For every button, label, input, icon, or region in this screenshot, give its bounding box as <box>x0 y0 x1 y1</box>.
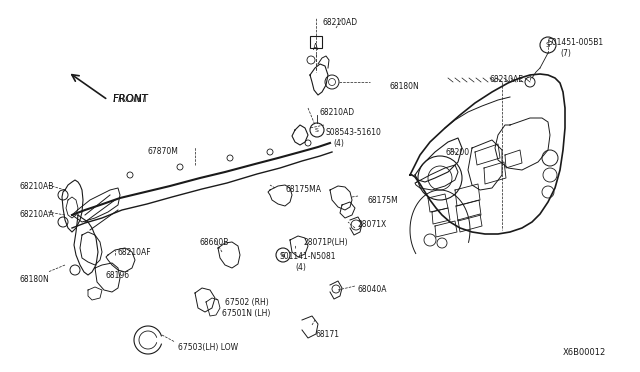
Text: 68180N: 68180N <box>390 82 420 91</box>
Text: 68180N: 68180N <box>20 275 50 284</box>
Text: A: A <box>314 44 319 52</box>
Text: 67870M: 67870M <box>148 147 179 156</box>
Text: 68210AD: 68210AD <box>320 108 355 117</box>
Text: FRONT: FRONT <box>113 94 148 104</box>
Text: (7): (7) <box>560 49 571 58</box>
Text: 68171: 68171 <box>316 330 340 339</box>
Text: (4): (4) <box>295 263 306 272</box>
Text: 68210AE: 68210AE <box>490 75 524 84</box>
Text: S08543-51610: S08543-51610 <box>325 128 381 137</box>
Text: S01141-N5081: S01141-N5081 <box>280 252 337 261</box>
Text: S: S <box>315 128 319 132</box>
Text: 68210AA: 68210AA <box>20 210 55 219</box>
Text: S: S <box>281 252 285 258</box>
Text: 68040A: 68040A <box>358 285 387 294</box>
Text: 68175M: 68175M <box>368 196 399 205</box>
Text: 68175MA: 68175MA <box>285 185 321 194</box>
Text: (4): (4) <box>333 139 344 148</box>
Text: 68200: 68200 <box>445 148 469 157</box>
Text: 68600B: 68600B <box>200 238 229 247</box>
Bar <box>310 36 322 48</box>
Text: 67502 (RH): 67502 (RH) <box>225 298 269 307</box>
Text: S01451-005B1: S01451-005B1 <box>548 38 604 47</box>
Text: 67501N (LH): 67501N (LH) <box>222 309 270 318</box>
Text: 68210AB: 68210AB <box>20 182 54 191</box>
Text: FRONT: FRONT <box>113 94 148 104</box>
Text: 28071X: 28071X <box>357 220 387 229</box>
Text: 28071P(LH): 28071P(LH) <box>303 238 348 247</box>
Text: 68196: 68196 <box>105 271 129 280</box>
Text: 68210AF: 68210AF <box>118 248 152 257</box>
Text: 67503(LH) LOW: 67503(LH) LOW <box>178 343 238 352</box>
Text: X6B00012: X6B00012 <box>563 348 606 357</box>
Text: 68210AD: 68210AD <box>323 18 358 27</box>
Text: S: S <box>546 42 550 48</box>
